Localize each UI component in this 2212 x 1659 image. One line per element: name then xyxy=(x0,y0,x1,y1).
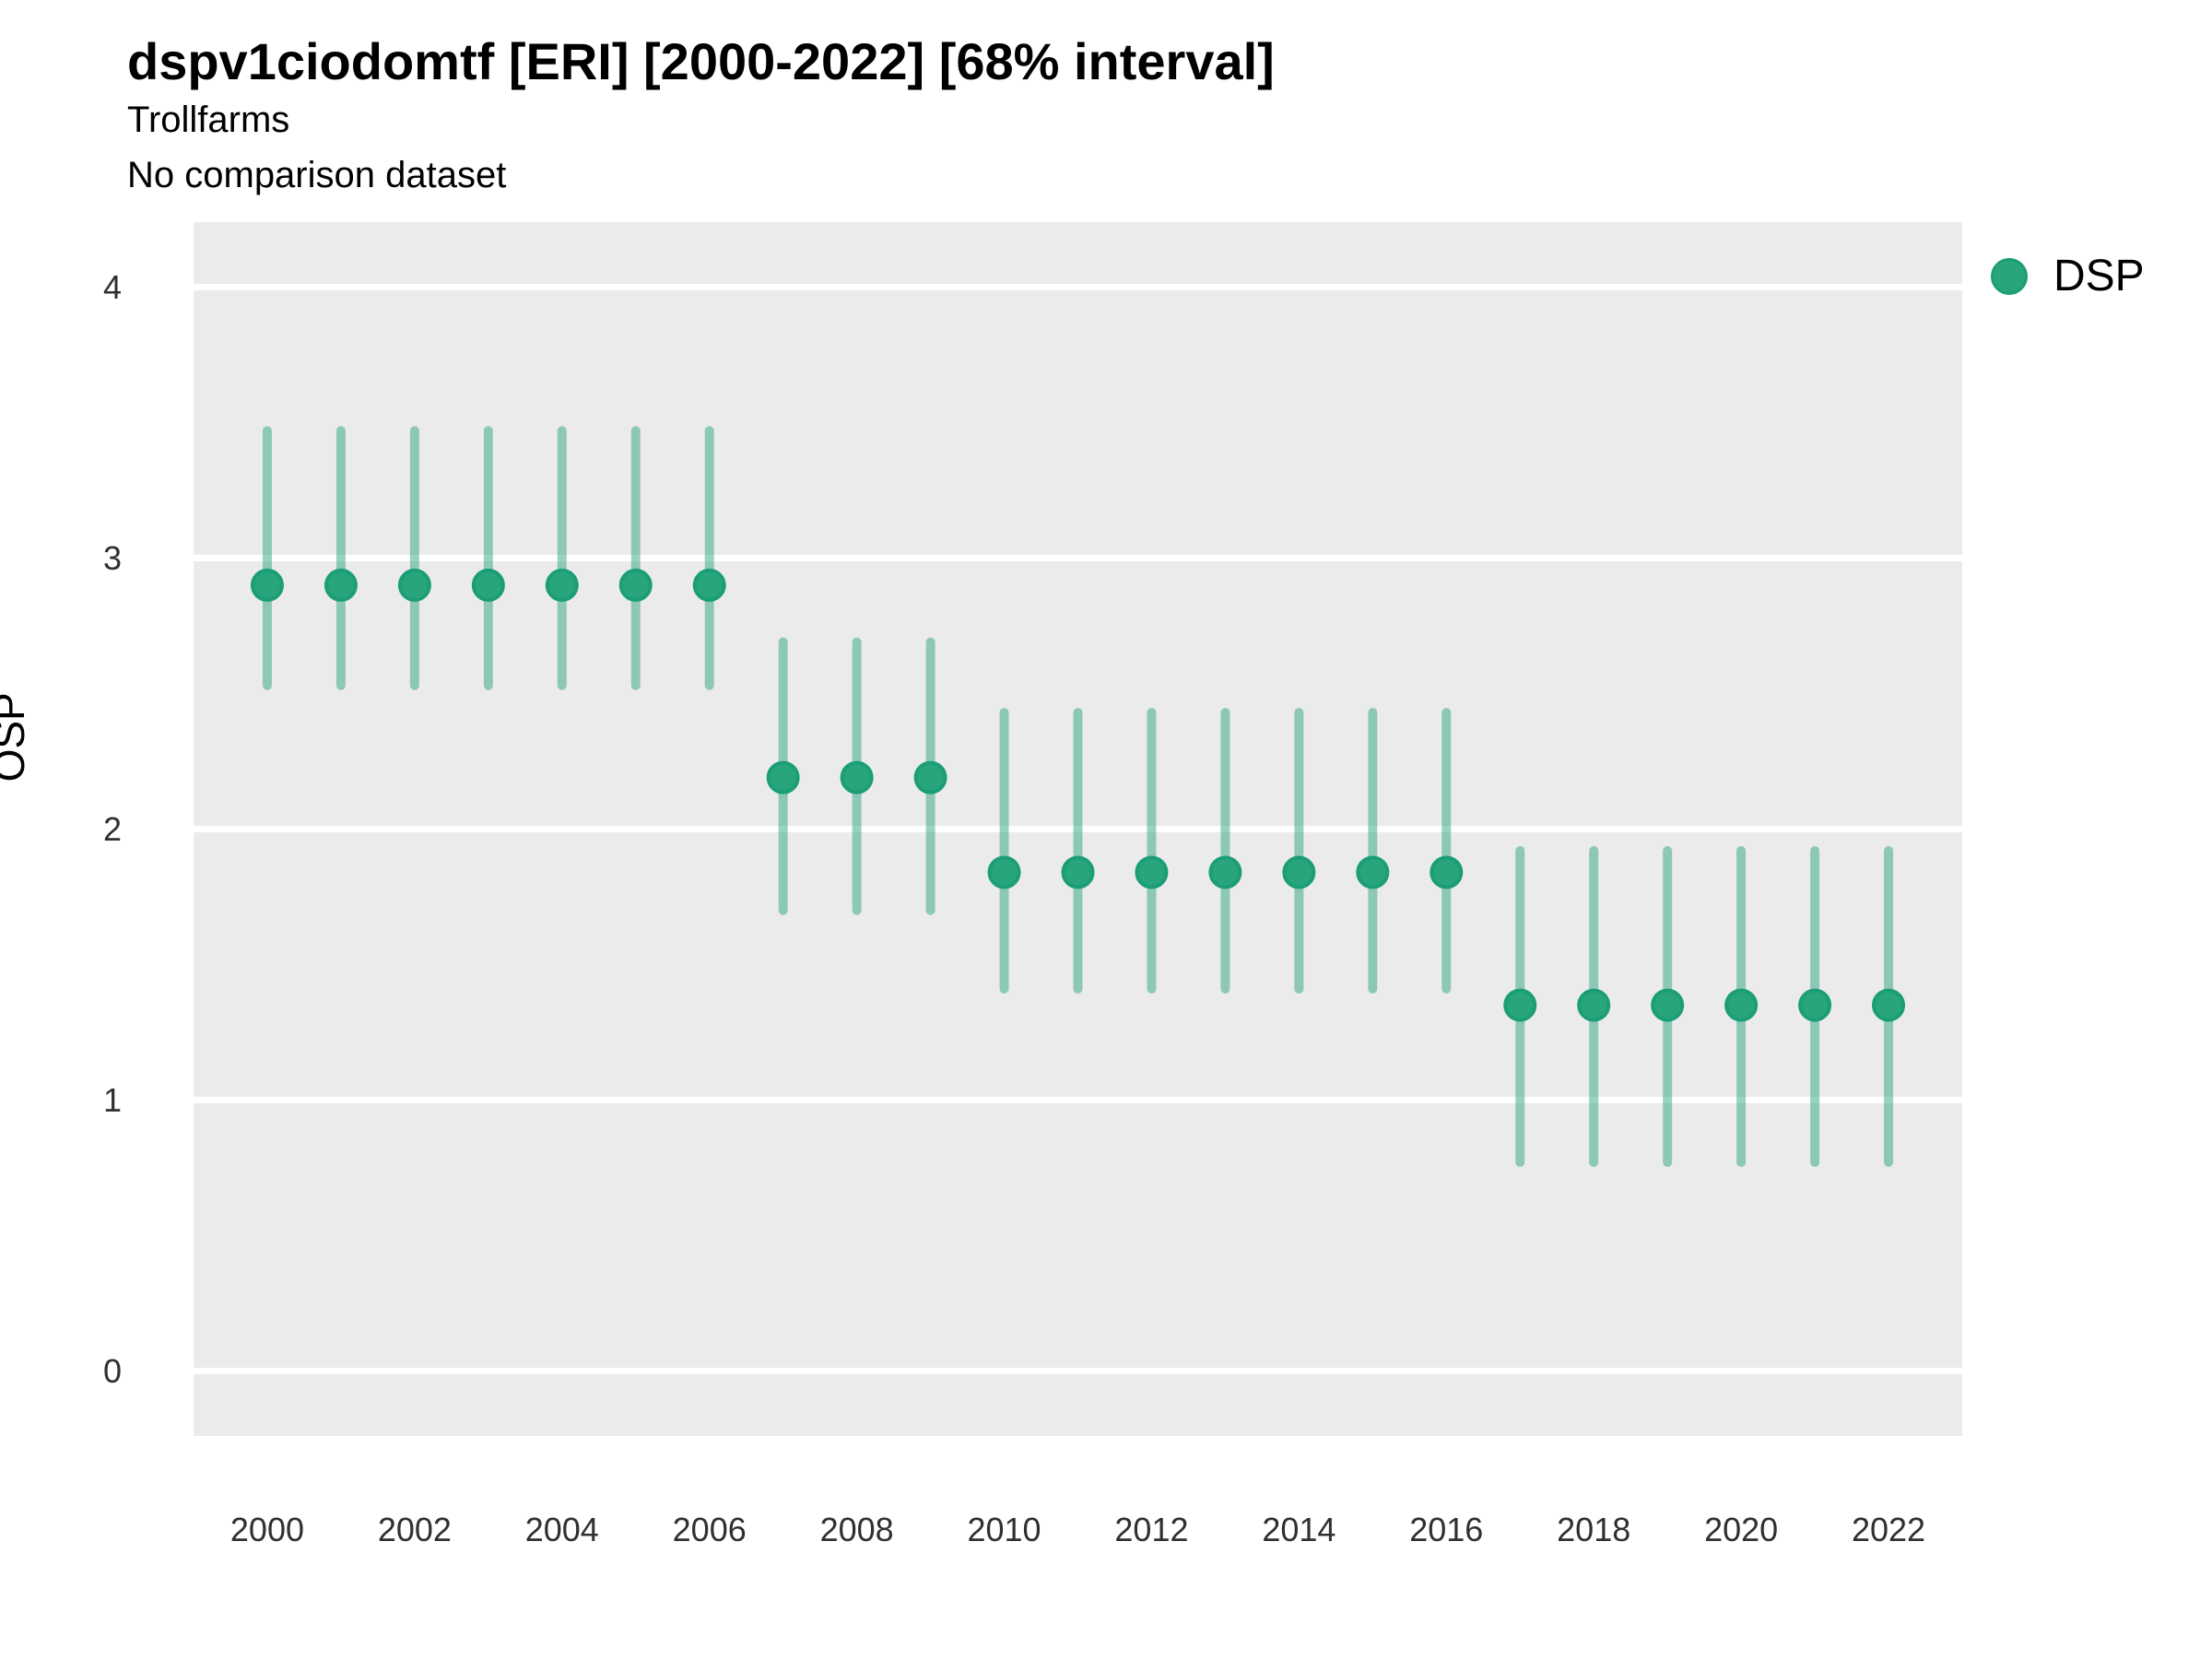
y-tick-label: 3 xyxy=(103,539,122,577)
data-point xyxy=(987,855,1021,889)
x-tick-label: 2014 xyxy=(1262,1511,1335,1548)
data-point xyxy=(1282,855,1316,889)
x-tick-label: 2008 xyxy=(820,1511,894,1548)
x-tick-label: 2016 xyxy=(1409,1511,1483,1548)
x-tick-label: 2010 xyxy=(967,1511,1041,1548)
data-point xyxy=(250,568,284,602)
data-point xyxy=(471,568,505,602)
data-point xyxy=(545,568,579,602)
chart-subtitle: Trollfarms xyxy=(127,100,290,140)
x-tick-label: 2018 xyxy=(1557,1511,1630,1548)
y-tick-label: 1 xyxy=(103,1081,122,1119)
legend-marker-icon xyxy=(1991,257,2028,295)
data-point xyxy=(1061,855,1095,889)
data-point xyxy=(766,760,800,794)
x-tick-label: 2012 xyxy=(1114,1511,1188,1548)
data-point xyxy=(1872,988,1906,1022)
x-tick-label: 2006 xyxy=(673,1511,747,1548)
data-point xyxy=(692,568,726,602)
data-point xyxy=(618,568,653,602)
page-title: dspv1ciodomtf [ERI] [2000-2022] [68% int… xyxy=(127,32,1275,90)
comparison-note: No comparison dataset xyxy=(127,155,507,195)
data-point xyxy=(1798,988,1832,1022)
y-tick-label: 2 xyxy=(103,810,122,848)
y-tick-label: 0 xyxy=(103,1352,122,1390)
x-tick-label: 2000 xyxy=(230,1511,304,1548)
legend-label: DSP xyxy=(2053,252,2145,300)
data-point xyxy=(397,568,431,602)
data-point xyxy=(1208,855,1242,889)
y-tick-label: 4 xyxy=(103,268,122,306)
data-point xyxy=(1577,988,1611,1022)
legend: DSP xyxy=(1991,251,2145,301)
data-point xyxy=(1503,988,1537,1022)
x-tick-label: 2004 xyxy=(525,1511,599,1548)
data-point xyxy=(1430,855,1464,889)
data-point xyxy=(324,568,358,602)
data-point xyxy=(1651,988,1685,1022)
data-point xyxy=(840,760,874,794)
x-tick-label: 2002 xyxy=(378,1511,452,1548)
x-tick-label: 2020 xyxy=(1704,1511,1778,1548)
data-point xyxy=(913,760,947,794)
data-point xyxy=(1356,855,1390,889)
x-tick-label: 2022 xyxy=(1852,1511,1925,1548)
data-point xyxy=(1724,988,1759,1022)
data-point xyxy=(1135,855,1169,889)
